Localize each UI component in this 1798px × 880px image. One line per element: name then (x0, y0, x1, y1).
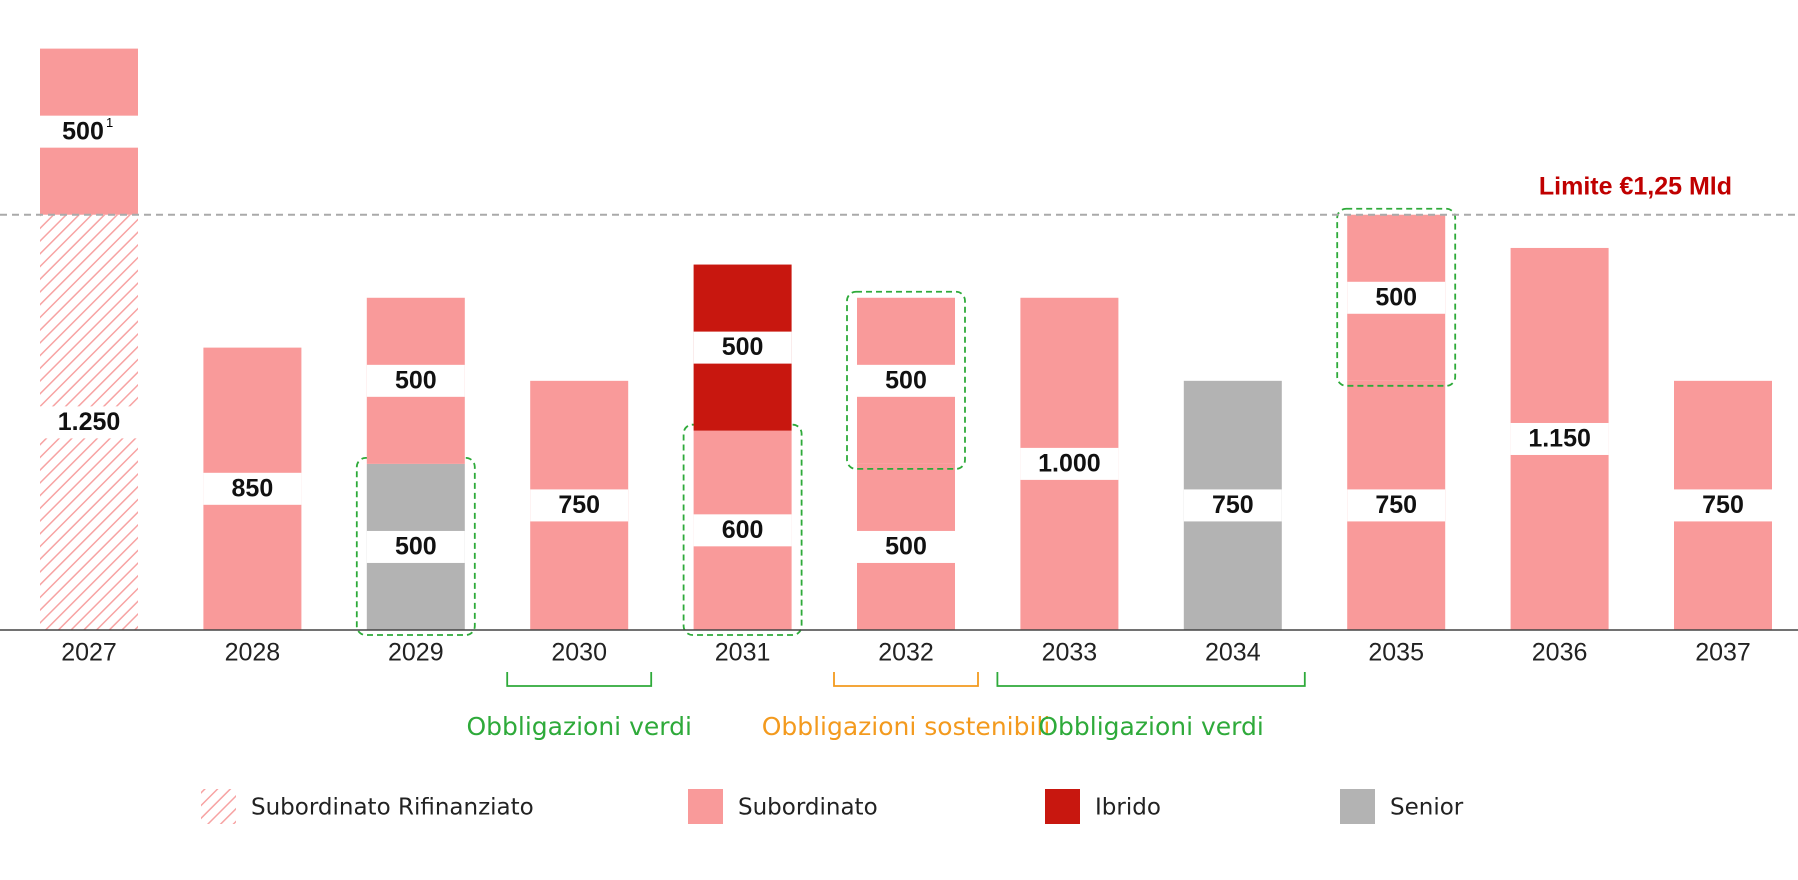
legend-swatch (688, 789, 723, 824)
value-label: 500 (722, 333, 764, 361)
group-bracket (833, 672, 979, 687)
group-label: Obbligazioni verdi (466, 712, 691, 741)
footnote: 1 (106, 115, 113, 130)
value-label: 750 (1212, 491, 1254, 519)
value-label: 1.000 (1038, 449, 1101, 477)
value-label: 1.250 (58, 408, 121, 436)
label-band (530, 489, 629, 522)
x-tick-label: 2029 (388, 639, 444, 667)
group-bracket (506, 672, 653, 687)
legend-swatch (201, 789, 236, 824)
legend-label: Subordinato Rifinanziato (251, 795, 534, 821)
x-tick-label: 2035 (1368, 639, 1424, 667)
label-band (1347, 489, 1446, 522)
group-label: Obbligazioni verdi (1038, 712, 1263, 741)
value-label: 500 (885, 533, 927, 561)
label-band (1347, 281, 1446, 314)
label-band (857, 530, 955, 563)
legend-label: Senior (1390, 795, 1464, 821)
highlight-box (1336, 207, 1457, 387)
label-band (40, 115, 138, 148)
value-label: 500 (885, 366, 927, 394)
value-label: 500 (62, 117, 104, 145)
label-band (1510, 422, 1609, 455)
label-band (366, 530, 465, 563)
limit-label: Limite €1,25 Mld (1539, 172, 1732, 200)
group-bracket (996, 672, 1306, 687)
label-band (1674, 489, 1772, 522)
legend-label: Ibrido (1095, 795, 1161, 821)
x-tick-label: 2036 (1532, 639, 1588, 667)
x-tick-label: 2027 (61, 639, 117, 667)
x-tick-label: 2032 (878, 639, 934, 667)
x-tick-label: 2033 (1042, 639, 1098, 667)
value-label: 1.150 (1528, 425, 1591, 453)
x-tick-label: 2034 (1205, 639, 1261, 667)
label-band (203, 472, 302, 505)
label-band (366, 364, 465, 397)
value-label: 750 (1702, 491, 1744, 519)
legend-label: Subordinato (738, 795, 878, 821)
value-label: 750 (558, 491, 600, 519)
value-label: 850 (232, 474, 274, 502)
label-band (1020, 447, 1119, 480)
value-label: 500 (1375, 283, 1417, 311)
label-band (40, 406, 138, 439)
label-band (693, 331, 792, 364)
x-tick-label: 2028 (225, 639, 281, 667)
label-band (1183, 489, 1282, 522)
x-tick-label: 2031 (715, 639, 771, 667)
group-label: Obbligazioni sostenibili (762, 712, 1051, 741)
x-tick-label: 2030 (551, 639, 607, 667)
legend-swatch (1045, 789, 1080, 824)
legend-swatch (1340, 789, 1375, 824)
label-band (857, 364, 955, 397)
value-label: 500 (395, 533, 437, 561)
value-label: 750 (1375, 491, 1417, 519)
highlight-box (846, 290, 966, 470)
value-label: 500 (395, 366, 437, 394)
label-band (693, 514, 792, 547)
value-label: 600 (722, 516, 764, 544)
x-tick-label: 2037 (1695, 639, 1751, 667)
